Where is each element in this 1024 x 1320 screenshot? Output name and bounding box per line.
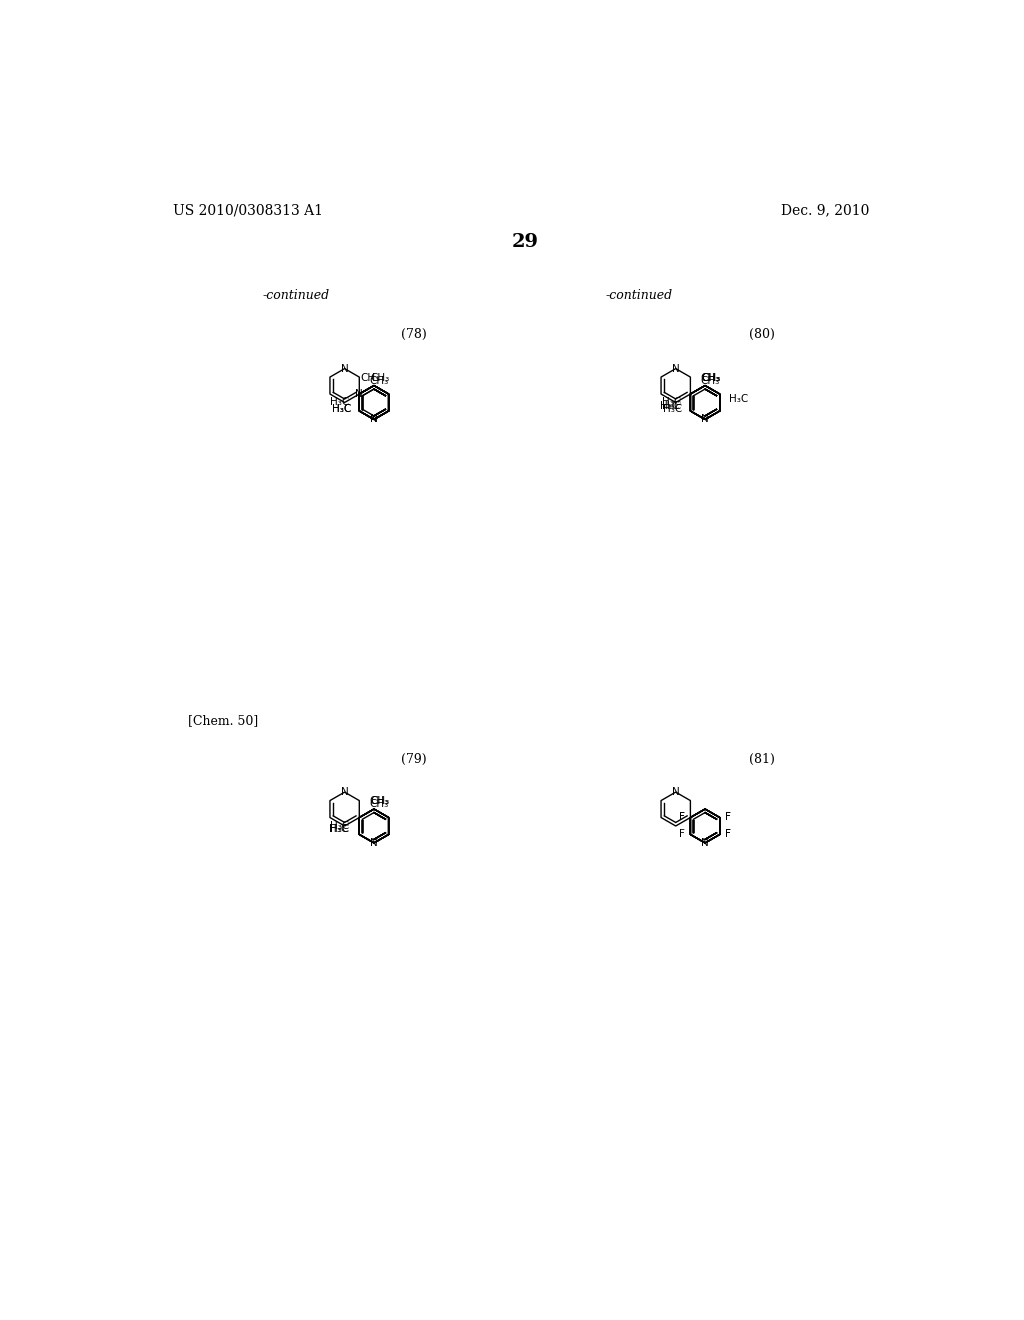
Polygon shape <box>359 385 389 420</box>
Text: N: N <box>701 838 709 847</box>
Text: F: F <box>679 812 685 822</box>
Text: Dec. 9, 2010: Dec. 9, 2010 <box>781 203 869 218</box>
Polygon shape <box>330 792 359 826</box>
Text: F: F <box>725 812 731 822</box>
Text: N: N <box>672 363 680 374</box>
Text: H₃C: H₃C <box>332 404 351 413</box>
Text: US 2010/0308313 A1: US 2010/0308313 A1 <box>173 203 323 218</box>
Text: CH₃: CH₃ <box>360 372 380 383</box>
Text: N: N <box>672 787 680 797</box>
Text: N: N <box>341 363 348 374</box>
Text: F: F <box>725 812 731 822</box>
Text: CH₃: CH₃ <box>371 796 390 807</box>
Text: (81): (81) <box>749 752 775 766</box>
Polygon shape <box>359 385 389 420</box>
Text: N: N <box>370 414 378 425</box>
Text: 29: 29 <box>511 232 539 251</box>
Polygon shape <box>662 368 690 403</box>
Text: F: F <box>725 829 731 838</box>
Text: CH₃: CH₃ <box>700 372 719 383</box>
Text: H₃C: H₃C <box>660 400 679 411</box>
Text: F: F <box>679 829 685 838</box>
Text: H₃C: H₃C <box>331 824 350 834</box>
Text: CH₃: CH₃ <box>369 800 388 809</box>
Polygon shape <box>662 792 690 826</box>
Polygon shape <box>690 809 720 843</box>
Text: N: N <box>355 389 364 399</box>
Text: (79): (79) <box>401 752 427 766</box>
Text: H₃C: H₃C <box>331 397 350 408</box>
Polygon shape <box>359 385 389 420</box>
Polygon shape <box>359 809 389 843</box>
Polygon shape <box>690 385 720 420</box>
Text: N: N <box>370 414 378 425</box>
Polygon shape <box>690 809 720 843</box>
Text: CH₃: CH₃ <box>369 376 388 385</box>
Text: H₃C: H₃C <box>329 824 348 834</box>
Polygon shape <box>690 385 720 420</box>
Polygon shape <box>690 385 720 420</box>
Polygon shape <box>359 385 389 420</box>
Text: -continued: -continued <box>262 289 330 302</box>
Text: H₃C: H₃C <box>729 395 749 404</box>
Polygon shape <box>690 809 720 843</box>
Text: CH₃: CH₃ <box>371 372 390 383</box>
Polygon shape <box>690 809 720 843</box>
Text: F: F <box>725 829 731 838</box>
Text: [Chem. 50]: [Chem. 50] <box>188 714 258 727</box>
Text: (78): (78) <box>401 327 427 341</box>
Polygon shape <box>359 385 389 420</box>
Polygon shape <box>690 385 720 420</box>
Polygon shape <box>359 385 389 420</box>
Polygon shape <box>359 809 389 843</box>
Text: CH₃: CH₃ <box>701 372 721 383</box>
Polygon shape <box>690 809 720 843</box>
Polygon shape <box>359 385 389 420</box>
Polygon shape <box>359 809 389 843</box>
Text: H₃C: H₃C <box>332 404 351 413</box>
Polygon shape <box>690 385 720 420</box>
Text: N: N <box>701 414 709 425</box>
Polygon shape <box>359 809 389 843</box>
Text: (80): (80) <box>749 327 775 341</box>
Text: H₃C: H₃C <box>662 400 681 411</box>
Polygon shape <box>359 809 389 843</box>
Text: -continued: -continued <box>605 289 673 302</box>
Polygon shape <box>359 385 389 420</box>
Text: CH₃: CH₃ <box>369 796 388 807</box>
Text: N: N <box>341 787 348 797</box>
Text: CH₃: CH₃ <box>700 376 719 385</box>
Polygon shape <box>330 368 359 403</box>
Polygon shape <box>359 385 389 420</box>
Polygon shape <box>690 385 720 420</box>
Text: H₃C: H₃C <box>331 821 350 832</box>
Text: N: N <box>370 838 378 847</box>
Polygon shape <box>690 385 720 420</box>
Polygon shape <box>359 809 389 843</box>
Text: H₃C: H₃C <box>662 397 681 408</box>
Polygon shape <box>359 809 389 843</box>
Text: CH₃: CH₃ <box>701 372 721 383</box>
Polygon shape <box>690 809 720 843</box>
Polygon shape <box>690 809 720 843</box>
Polygon shape <box>690 385 720 420</box>
Polygon shape <box>690 809 720 843</box>
Polygon shape <box>359 809 389 843</box>
Text: F: F <box>679 812 685 822</box>
Text: H₃C: H₃C <box>664 404 682 413</box>
Polygon shape <box>359 385 389 420</box>
